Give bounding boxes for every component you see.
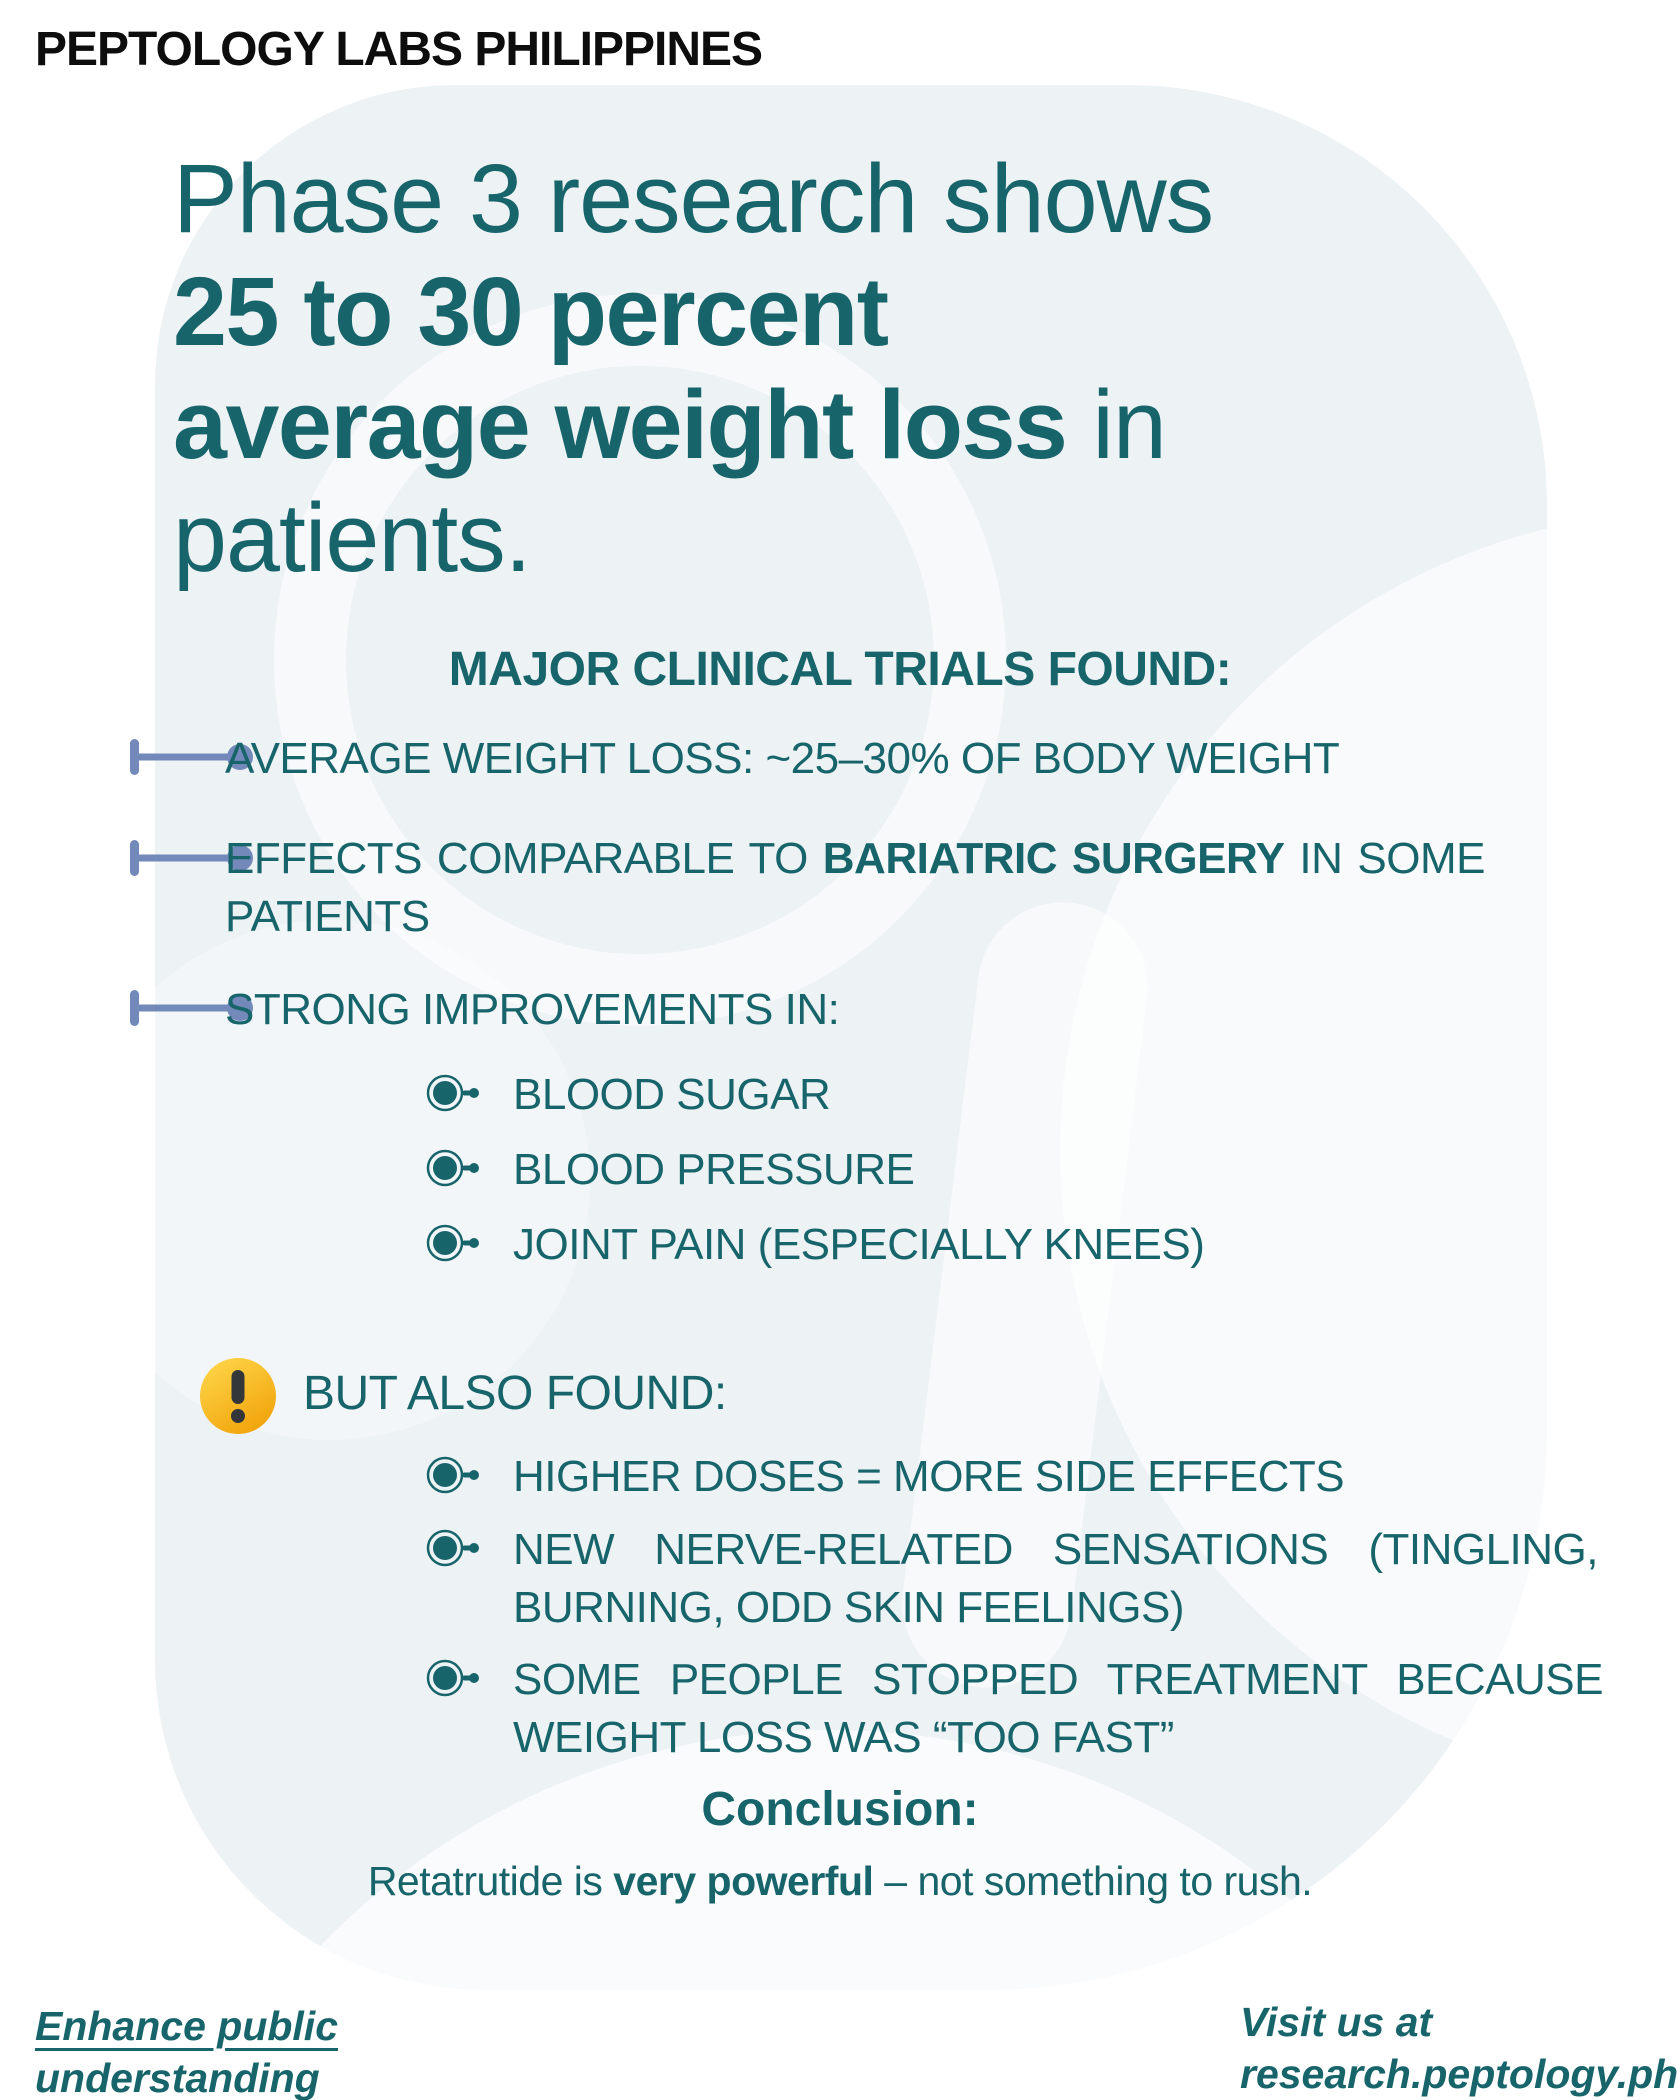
hero-line-4: patients.: [173, 483, 532, 592]
finding-item-bariatric-post: IN SOME PATIENTS: [225, 834, 1485, 941]
dot-link-icon: [426, 1529, 479, 1567]
dot-link-icon: [426, 1074, 479, 1112]
footer-left: Enhance public understanding: [35, 2000, 338, 2100]
bullet-pin-icon: [130, 840, 253, 876]
warnings-heading: BUT ALSO FOUND:: [303, 1367, 727, 1420]
dot-link-icon: [426, 1456, 479, 1494]
footer-left-line2: understanding: [35, 2055, 320, 2100]
hero-line-3-bold: average weight loss: [173, 370, 1068, 479]
finding-item-weight-loss: AVERAGE WEIGHT LOSS: ~25–30% OF BODY WEI…: [225, 734, 1340, 783]
dot-link-icon: [426, 1224, 479, 1262]
finding-item-bariatric-pre: EFFECTS COMPARABLE TO: [225, 834, 808, 883]
conclusion-pre: Retatrutide is: [367, 1858, 603, 1904]
warning-icon: [200, 1358, 276, 1434]
conclusion-text: Retatrutide is very powerful – not somet…: [0, 1858, 1680, 1905]
hero-headline: Phase 3 research shows 25 to 30 percent …: [173, 142, 1493, 594]
findings-heading: MAJOR CLINICAL TRIALS FOUND:: [448, 643, 1232, 696]
enhance-understanding-link[interactable]: Enhance public understanding: [35, 2003, 338, 2100]
bullet-pin-icon: [130, 990, 253, 1026]
improvement-item: BLOOD PRESSURE: [513, 1145, 915, 1194]
improvement-item: BLOOD SUGAR: [513, 1070, 831, 1119]
hero-line-2: 25 to 30 percent: [173, 257, 889, 366]
hero-line-1: Phase 3 research shows: [173, 144, 1214, 253]
finding-item-improvements: STRONG IMPROVEMENTS IN:: [225, 985, 840, 1034]
finding-item-bariatric: EFFECTS COMPARABLE TO BARIATRIC SURGERY …: [225, 830, 1485, 946]
warning-item: HIGHER DOSES = MORE SIDE EFFECTS: [513, 1452, 1345, 1501]
brand-title: PEPTOLOGY LABS PHILIPPINES: [35, 23, 763, 76]
dot-link-icon: [426, 1659, 479, 1697]
dot-link-icon: [426, 1149, 479, 1187]
warning-item: NEW NERVE-RELATED SENSATIONS (TINGLING, …: [513, 1525, 1599, 1632]
finding-item-bariatric-bold: BARIATRIC SURGERY: [822, 834, 1285, 883]
footer-left-line1: Enhance public: [35, 2003, 338, 2049]
hero-line-3-rest: in: [1092, 370, 1166, 479]
conclusion-bold: very powerful: [613, 1858, 874, 1904]
improvement-item: JOINT PAIN (ESPECIALLY KNEES): [513, 1220, 1205, 1269]
footer-right-url[interactable]: research.peptology.ph: [1240, 2051, 1679, 2097]
conclusion-heading: Conclusion:: [701, 1783, 979, 1836]
bullet-pin-icon: [130, 739, 253, 775]
warning-item: SOME PEOPLE STOPPED TREATMENT BECAUSE WE…: [513, 1655, 1604, 1762]
footer-right: Visit us at research.peptology.ph: [1240, 1996, 1678, 2100]
conclusion-post: – not something to rush.: [884, 1858, 1313, 1904]
footer-right-line1: Visit us at: [1240, 1999, 1433, 2045]
